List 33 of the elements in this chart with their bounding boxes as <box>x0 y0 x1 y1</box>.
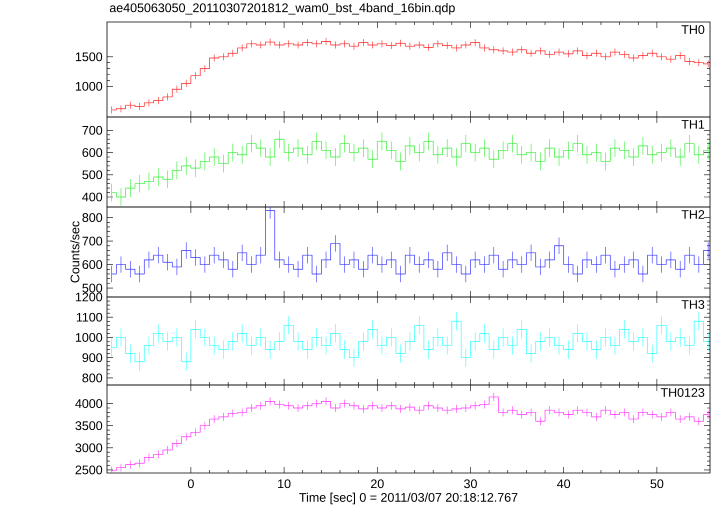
y-tick-label: 1200 <box>76 292 102 302</box>
series-label: TH3 <box>682 300 704 309</box>
y-tick-label: 3000 <box>75 443 102 452</box>
series-label: TH0 <box>682 25 704 34</box>
y-tick-label: 4000 <box>75 399 102 408</box>
y-tick-label: 500 <box>82 170 102 180</box>
y-tick-label: 700 <box>82 236 102 246</box>
x-tick-label: 20 <box>370 479 384 488</box>
series-label: TH0123 <box>660 388 704 397</box>
y-tick-label: 1000 <box>76 82 102 91</box>
y-tick-label: 3500 <box>75 421 102 430</box>
series-label: TH1 <box>682 120 704 129</box>
x-tick-label: 0 <box>188 479 194 488</box>
y-tick-label: 900 <box>82 353 102 362</box>
y-tick-label: 800 <box>82 213 102 222</box>
x-axis-title: Time [sec] 0 = 2011/03/07 20:18:12.767 <box>299 492 518 504</box>
y-tick-label: 600 <box>82 148 102 157</box>
y-tick-label: 800 <box>82 374 102 382</box>
chart-title: ae405063050_20110307201812_wam0_bst_4band_16bin.qdp <box>110 3 455 15</box>
y-tick-label: 700 <box>82 126 102 135</box>
text: TH2 <box>682 210 704 219</box>
y-tick-label: 600 <box>82 260 102 269</box>
x-tick-label: 40 <box>557 479 570 488</box>
y-tick-label: 2500 <box>76 466 102 474</box>
y-tick-label: 1000 <box>76 333 102 342</box>
y-tick-label: 1100 <box>76 312 102 322</box>
y-axis-title: Counts/sec <box>70 221 80 283</box>
y-tick-label: 1500 <box>76 52 102 62</box>
x-tick-label: 10 <box>278 479 291 488</box>
y-tick-label: 400 <box>82 192 102 202</box>
x-tick-label: 50 <box>650 479 664 488</box>
y-tick-label: 500 <box>82 284 102 292</box>
x-tick-label: 30 <box>464 479 477 488</box>
